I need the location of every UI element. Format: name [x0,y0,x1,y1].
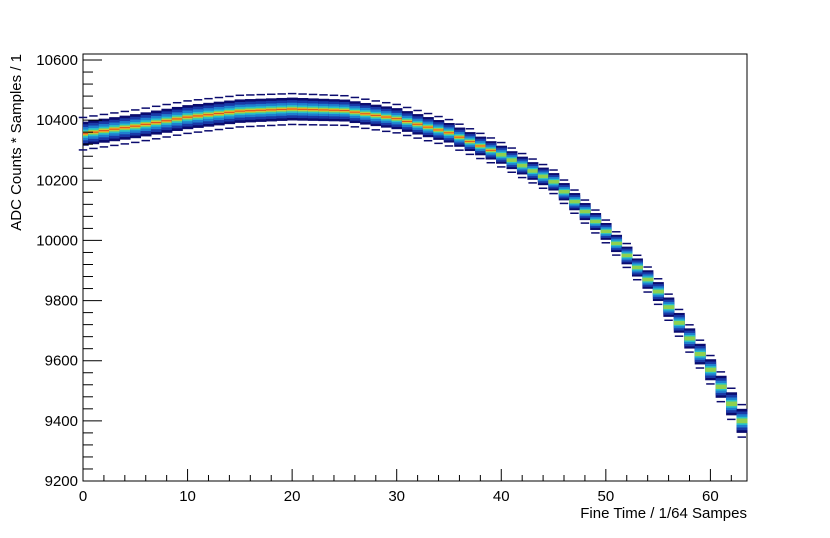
y-tick-label: 10200 [36,172,78,189]
heatmap-cell [621,253,633,258]
heatmap-cell [726,401,738,407]
heatmap-cell [569,199,581,204]
heatmap-cell [600,229,612,234]
heatmap-cell [401,120,413,122]
heatmap-cell [412,123,424,125]
y-tick-label: 9200 [45,473,78,490]
heatmap-cell [370,114,382,116]
heatmap-cell [663,305,675,310]
heatmap-cell [631,265,643,270]
x-tick-label: 10 [179,488,196,505]
heatmap-cell [297,108,309,110]
x-tick-label: 0 [79,488,87,505]
heatmap-cell [715,384,727,389]
heatmap-cell [328,109,340,111]
heatmap-cell [464,141,476,143]
heatmap-cell [339,109,351,112]
heatmap-cell [705,367,717,372]
heatmap-cell [130,125,142,127]
heatmap-cell [506,158,518,162]
heatmap-cell [213,112,225,115]
y-tick-label: 9800 [45,293,78,310]
y-tick-label: 9600 [45,353,78,370]
heatmap-cell [140,123,152,125]
x-tick-label: 50 [597,488,614,505]
y-tick-label: 10000 [36,232,78,249]
heatmap-cell [98,130,110,132]
heatmap-cell [433,129,445,131]
heatmap-cell [286,108,298,110]
heatmap-cell [83,133,89,135]
heatmap-cell [109,128,121,130]
heatmap-cell [119,127,131,129]
heatmap-cell [684,336,696,341]
y-tick-label: 10600 [36,52,78,69]
heatmap-cell [307,109,319,111]
heatmap-cell [579,209,591,214]
heatmap-cell [349,111,361,113]
heatmap-cell [454,136,466,138]
heatmap-cell [276,108,288,111]
x-tick-label: 60 [702,488,719,505]
heatmap-cells [78,92,748,438]
heatmap-cell [590,219,602,224]
plot-frame [82,53,748,482]
heatmap-cell [736,418,748,424]
heatmap-cell [245,110,257,112]
heatmap-cell [527,169,539,173]
heatmap-cell [150,121,162,124]
heatmap-cell [182,116,194,118]
heatmap-cell [192,115,204,117]
y-axis-label: ADC Counts * Samples / 1 [8,54,25,231]
heatmap-cell [171,118,183,120]
heatmap-cell [496,152,507,157]
y-axis: 9200 9400 9600 9800 10000 10200 10400 10600 [36,52,102,490]
x-tick-label: 20 [284,488,301,505]
x-tick-label: 30 [388,488,405,505]
heatmap-cell [516,163,528,168]
heatmap-cell [652,289,664,294]
heatmap-cell [88,131,100,133]
heatmap-cell [485,149,497,151]
heatmap-cell [381,116,392,118]
heatmap-cell [475,145,487,147]
heatmap-cell [255,109,267,111]
heatmap-cell [558,189,570,194]
x-axis: 0 10 20 30 40 50 60 [79,469,732,505]
heatmap-cell [234,110,246,112]
y-tick-label: 10400 [36,112,78,129]
x-tick-label: 40 [493,488,510,505]
heatmap-cell [224,111,236,113]
heatmap-cell [161,120,173,122]
heatmap-cell [391,118,403,120]
heatmap-cell [203,114,215,116]
heatmap-cell [265,109,277,111]
heatmap-cell [422,126,434,128]
x-axis-label: Fine Time / 1/64 Sampes [580,505,747,522]
heatmap-cell [642,277,654,282]
heatmap-cell [360,113,372,115]
heatmap-cell [318,109,330,111]
heatmap-cell [443,132,455,134]
y-tick-label: 9400 [45,413,78,430]
heatmap-cell [537,174,549,179]
heatmap-cell [548,180,560,184]
heatmap-cell [694,352,706,357]
heatmap-cell [611,241,623,246]
heatmap-cell [673,320,685,325]
